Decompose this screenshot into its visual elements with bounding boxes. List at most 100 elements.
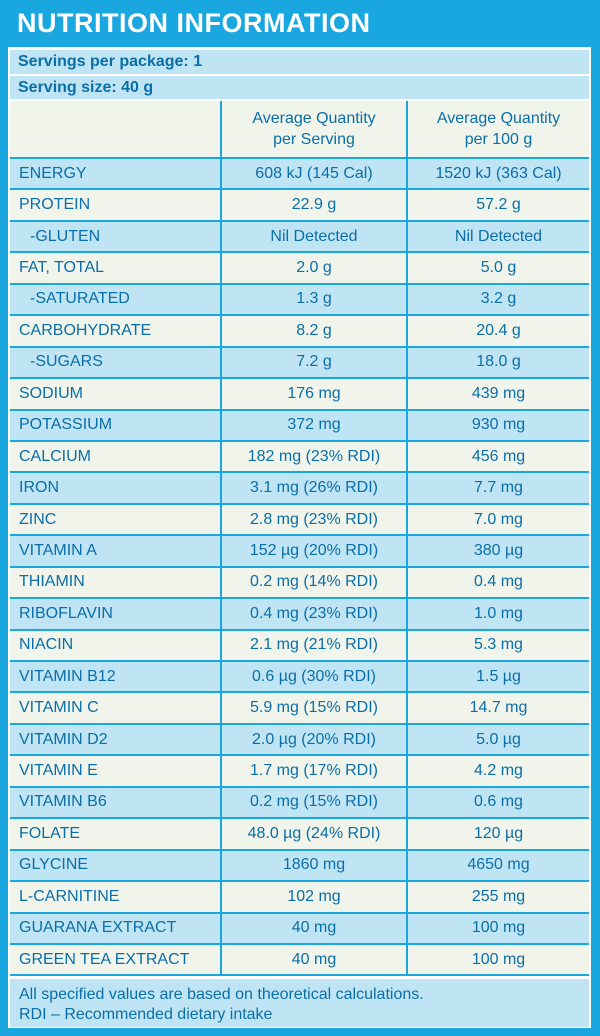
value-per-100g: 20.4 g: [408, 316, 589, 348]
table-row: CALCIUM 182 mg (23% RDI) 456 mg: [10, 441, 589, 474]
value-per-100g: Nil Detected: [408, 221, 589, 254]
value-per-100g: 14.7 mg: [408, 693, 589, 725]
value-per-serving: 3.1 mg (26% RDI): [222, 473, 408, 505]
nutrient-name: THIAMIN: [10, 567, 222, 600]
nutrient-name: ENERGY: [10, 159, 222, 191]
table-row: VITAMIN A 152 µg (20% RDI) 380 µg: [10, 536, 589, 568]
value-per-100g: 1.5 µg: [408, 662, 589, 694]
value-per-serving: 608 kJ (145 Cal): [222, 159, 408, 191]
table-row: NIACIN 2.1 mg (21% RDI) 5.3 mg: [10, 630, 589, 662]
table-row: POTASSIUM 372 mg 930 mg: [10, 410, 589, 442]
nutrient-name: PROTEIN: [10, 190, 222, 222]
value-per-100g: 0.6 mg: [408, 787, 589, 820]
servings-per-package: Servings per package: 1: [10, 50, 589, 74]
value-per-serving: 2.0 g: [222, 253, 408, 285]
nutrient-name: GUARANA EXTRACT: [10, 913, 222, 945]
value-per-100g: 57.2 g: [408, 190, 589, 222]
nutrient-name: FAT, TOTAL: [10, 253, 222, 285]
value-per-serving: 1860 mg: [222, 850, 408, 883]
table-row: SODIUM 176 mg 439 mg: [10, 379, 589, 411]
nutrient-name: CALCIUM: [10, 441, 222, 474]
value-per-100g: 1.0 mg: [408, 599, 589, 631]
table-row: CARBOHYDRATE 8.2 g 20.4 g: [10, 316, 589, 348]
value-per-100g: 1520 kJ (363 Cal): [408, 159, 589, 191]
table-row: VITAMIN B12 0.6 µg (30% RDI) 1.5 µg: [10, 662, 589, 694]
value-per-100g: 930 mg: [408, 410, 589, 442]
table-row: -SUGARS 7.2 g 18.0 g: [10, 347, 589, 380]
value-per-serving: 2.0 µg (20% RDI): [222, 724, 408, 757]
nutrient-name: VITAMIN A: [10, 536, 222, 568]
table-row: GREEN TEA EXTRACT 40 mg 100 mg: [10, 944, 589, 977]
table-row: VITAMIN D2 2.0 µg (20% RDI) 5.0 µg: [10, 724, 589, 757]
value-per-serving: 22.9 g: [222, 190, 408, 222]
nutrient-name: VITAMIN C: [10, 693, 222, 725]
table-row: ZINC 2.8 mg (23% RDI) 7.0 mg: [10, 504, 589, 537]
value-per-100g: 120 µg: [408, 819, 589, 851]
header-empty-cell: [10, 101, 222, 159]
nutrient-name: VITAMIN B6: [10, 787, 222, 820]
table-row: GLYCINE 1860 mg 4650 mg: [10, 850, 589, 883]
value-per-100g: 18.0 g: [408, 347, 589, 380]
table-row: GUARANA EXTRACT 40 mg 100 mg: [10, 913, 589, 945]
nutrient-name: -SUGARS: [10, 347, 222, 380]
value-per-serving: 372 mg: [222, 410, 408, 442]
table-row: -SATURATED 1.3 g 3.2 g: [10, 284, 589, 317]
footnote: All specified values are based on theore…: [10, 979, 589, 1027]
value-per-serving: 2.1 mg (21% RDI): [222, 630, 408, 662]
value-per-serving: 8.2 g: [222, 316, 408, 348]
header-per-serving-line2: per Serving: [273, 131, 355, 148]
value-per-serving: 0.2 mg (14% RDI): [222, 567, 408, 600]
table-row: ENERGY 608 kJ (145 Cal) 1520 kJ (363 Cal): [10, 159, 589, 191]
value-per-serving: 48.0 µg (24% RDI): [222, 819, 408, 851]
table-row: L-CARNITINE 102 mg 255 mg: [10, 882, 589, 914]
value-per-100g: 439 mg: [408, 379, 589, 411]
value-per-serving: 1.3 g: [222, 284, 408, 317]
nutrient-name: GREEN TEA EXTRACT: [10, 944, 222, 977]
table-row: VITAMIN C 5.9 mg (15% RDI) 14.7 mg: [10, 693, 589, 725]
value-per-serving: 0.4 mg (23% RDI): [222, 599, 408, 631]
nutrient-name: NIACIN: [10, 630, 222, 662]
value-per-serving: 5.9 mg (15% RDI): [222, 693, 408, 725]
table-header-row: Average Quantity per Serving Average Qua…: [10, 101, 589, 159]
header-per-serving: Average Quantity per Serving: [222, 101, 408, 159]
table-row: FOLATE 48.0 µg (24% RDI) 120 µg: [10, 819, 589, 851]
nutrient-name: ZINC: [10, 504, 222, 537]
nutrient-name: RIBOFLAVIN: [10, 599, 222, 631]
value-per-100g: 7.7 mg: [408, 473, 589, 505]
panel-title: NUTRITION INFORMATION: [17, 8, 371, 38]
header-per-100g-line2: per 100 g: [464, 131, 533, 148]
value-per-100g: 7.0 mg: [408, 504, 589, 537]
nutrient-name: GLYCINE: [10, 850, 222, 883]
header-per-100g: Average Quantity per 100 g: [408, 101, 589, 159]
footnote-calculations: All specified values are based on theore…: [19, 986, 424, 1003]
value-per-serving: 40 mg: [222, 944, 408, 977]
table-row: PROTEIN 22.9 g 57.2 g: [10, 190, 589, 222]
nutrient-name: -GLUTEN: [10, 221, 222, 254]
nutrient-name: IRON: [10, 473, 222, 505]
table-row: -GLUTEN Nil Detected Nil Detected: [10, 221, 589, 254]
value-per-100g: 0.4 mg: [408, 567, 589, 600]
serving-size: Serving size: 40 g: [10, 76, 589, 99]
value-per-serving: Nil Detected: [222, 221, 408, 254]
value-per-serving: 102 mg: [222, 882, 408, 914]
nutrient-name: -SATURATED: [10, 284, 222, 317]
value-per-serving: 182 mg (23% RDI): [222, 441, 408, 474]
value-per-serving: 0.6 µg (30% RDI): [222, 662, 408, 694]
value-per-serving: 176 mg: [222, 379, 408, 411]
value-per-100g: 100 mg: [408, 913, 589, 945]
value-per-100g: 4.2 mg: [408, 756, 589, 788]
table-row: VITAMIN E 1.7 mg (17% RDI) 4.2 mg: [10, 756, 589, 788]
header-per-100g-line1: Average Quantity: [436, 110, 561, 127]
nutrient-name: VITAMIN B12: [10, 662, 222, 694]
value-per-100g: 3.2 g: [408, 284, 589, 317]
value-per-100g: 5.0 g: [408, 253, 589, 285]
value-per-100g: 255 mg: [408, 882, 589, 914]
table-row: IRON 3.1 mg (26% RDI) 7.7 mg: [10, 473, 589, 505]
value-per-100g: 100 mg: [408, 944, 589, 977]
value-per-100g: 4650 mg: [408, 850, 589, 883]
value-per-100g: 5.3 mg: [408, 630, 589, 662]
nutrient-name: CARBOHYDRATE: [10, 316, 222, 348]
value-per-serving: 7.2 g: [222, 347, 408, 380]
table-row: FAT, TOTAL 2.0 g 5.0 g: [10, 253, 589, 285]
nutrient-name: FOLATE: [10, 819, 222, 851]
